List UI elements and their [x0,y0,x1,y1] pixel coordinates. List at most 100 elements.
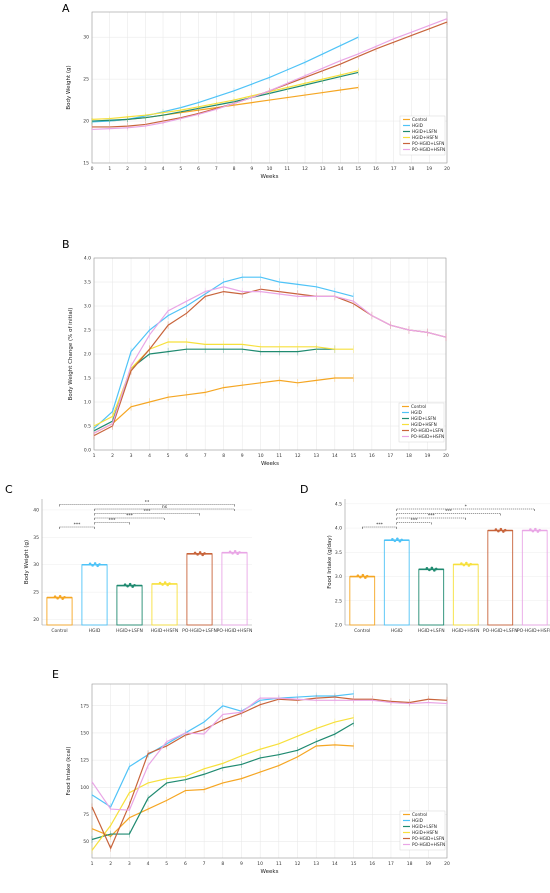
significance-label: ** [145,500,150,506]
x-tick-label: 10 [258,453,264,459]
bar [186,553,213,626]
x-tick-label: 17 [388,861,394,867]
x-axis-label: Weeks [261,461,279,467]
x-tick-label: PO-HGID+HSFN [217,628,253,634]
data-point [503,528,507,532]
x-tick-label: 19 [425,861,431,867]
data-point [126,584,129,588]
series-line [93,288,447,437]
legend-entry: PO-HGID+LSFN [412,836,444,841]
bar [383,539,410,626]
series-line [91,18,448,131]
legend-box [399,810,446,851]
x-tick-label: 7 [203,861,206,867]
y-tick-label: 175 [80,703,89,709]
data-point [529,528,532,531]
y-tick-label: 2.0 [335,623,342,629]
y-tick-label: 2.0 [84,352,91,358]
y-tick-label: 0.5 [84,424,91,430]
data-point [98,563,101,566]
legend-entry: Control [412,812,427,817]
data-point [168,582,171,585]
x-tick-label: 15 [351,861,357,867]
data-point [236,552,239,556]
x-tick-label: 2 [109,861,112,867]
data-point [364,576,367,579]
data-point [228,550,232,554]
y-tick-label: 25 [33,590,39,596]
series-line [91,717,354,851]
data-point [428,568,431,572]
bar [116,585,143,626]
x-tick-label: 18 [409,166,415,172]
data-point [58,594,62,598]
x-axis-label: Weeks [261,869,279,875]
data-point [499,527,503,531]
x-tick-label: 19 [426,166,432,172]
panel-D: D 2.0 2.5 3.0 3.5 4.0 4.5 Food Intake (g/day) Co… [300,483,550,634]
data-point [133,583,136,587]
y-axis-label: Food Intake (kcal) [66,746,72,795]
y-axis-label: Body Weight (g) [24,540,30,584]
x-tick-label: 16 [369,453,375,459]
x-tick-label: PO-HGID+LSFN [182,628,217,634]
data-point [460,562,463,565]
y-tick-label: 100 [80,785,89,791]
y-axis-label: Body Weight Change (% of initial) [68,308,74,401]
x-tick-label: PO-HGID+HSFN [517,628,550,634]
data-point [465,561,468,565]
y-tick-label: 35 [33,535,39,541]
x-tick-label: 5 [179,166,182,172]
y-tick-label: 75 [83,812,89,818]
panel-letter: C [5,483,13,496]
series-line [93,377,354,434]
legend-entry: HGID+LSFN [412,824,437,829]
bar [521,530,548,626]
x-tick-label: 7 [215,166,218,172]
legend-entry: Control [412,117,427,122]
legend-entry: HGID [412,818,423,823]
data-point [123,583,127,586]
x-tick-label: 20 [443,453,449,459]
legend-entry: HGID [411,410,422,415]
legend-entry: HGID+HSFN [411,422,437,427]
legend-entry: HGID+HSFN [412,135,438,140]
legend-entry: HGID+HSFN [412,830,438,835]
data-point [434,567,438,571]
x-tick-label: 3 [128,861,131,867]
data-point [497,529,500,533]
legend-entry: Control [411,404,426,409]
x-tick-label: 2 [111,453,114,459]
y-tick-label: 20 [83,119,89,125]
panel-letter: B [62,238,70,251]
data-point [538,528,542,532]
data-point [231,551,234,555]
panel-E: E1 2 3 4 5 6 7 8 9 10 11 12 13 14 15 16 17 18 19 2050751001… [52,668,450,875]
series-line [91,696,448,850]
series-line [91,744,354,837]
x-tick-label: 1 [108,166,111,172]
y-tick-label: 50 [83,839,89,845]
data-point [391,537,394,541]
data-point [425,567,429,570]
x-tick-label: 6 [184,861,187,867]
legend-entry: PO-HGID+HSFN [412,147,445,152]
legend-entry: HGID+LSFN [411,416,436,421]
y-tick-label: 30 [33,562,39,568]
data-point [531,529,535,533]
data-point [196,553,199,556]
y-tick-label: 125 [80,758,89,764]
y-tick-label: 3.0 [335,574,342,580]
x-tick-label: 15 [351,453,357,459]
y-tick-label: 150 [80,730,89,736]
x-tick-label: 8 [222,453,225,459]
data-point [56,596,59,600]
y-tick-label: 4.0 [335,526,342,532]
data-point [128,582,132,586]
legend-entry: HGID [412,123,423,128]
legend-box [398,402,445,443]
data-point [534,527,537,531]
data-point [93,562,97,565]
significance-label: ns [162,505,168,510]
x-tick-label: 0 [91,166,94,172]
